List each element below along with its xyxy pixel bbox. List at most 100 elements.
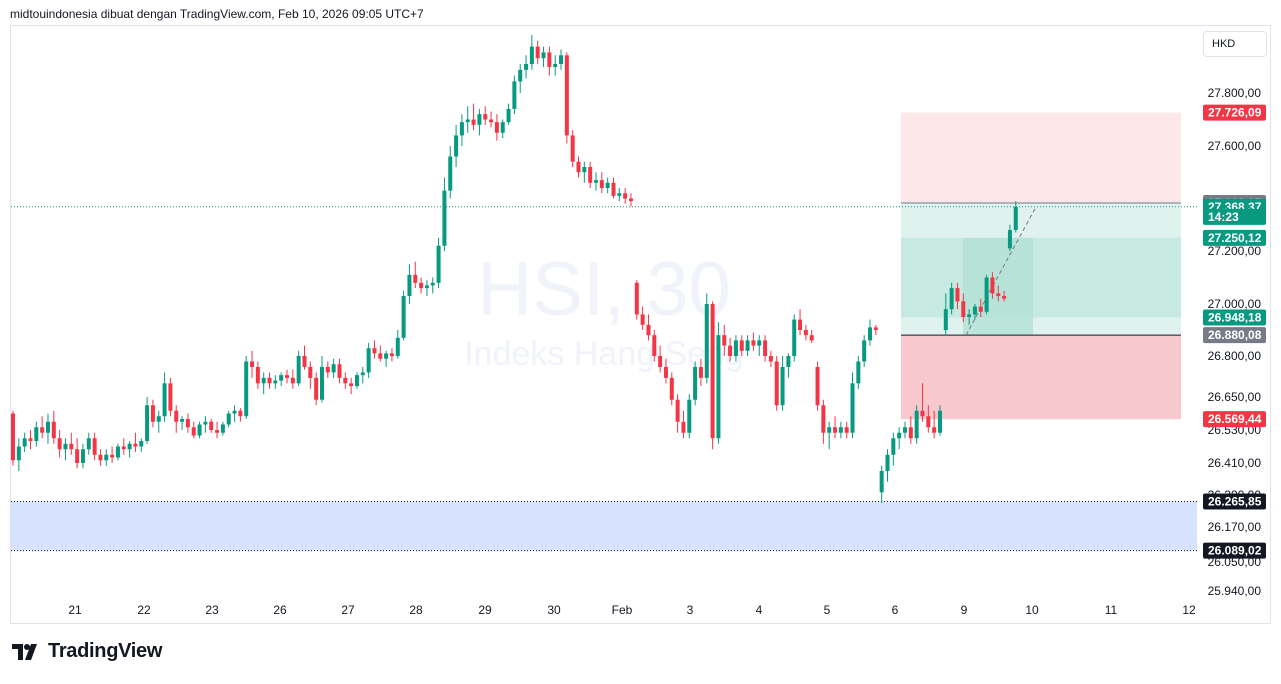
candle-up [360, 372, 365, 376]
candle-down [611, 182, 616, 196]
candle-down [570, 135, 575, 162]
candle-down [663, 366, 668, 378]
y-tick-label: 27.600,00 [1208, 139, 1262, 153]
candle-down [267, 377, 272, 384]
price-label-entry: 26.880,08 [1208, 328, 1262, 342]
candle-down [285, 375, 290, 378]
candle-up [704, 304, 709, 378]
currency-button[interactable]: HKD [1203, 31, 1267, 57]
candle-up [279, 375, 284, 381]
candle-up [716, 335, 721, 439]
candle-down [990, 277, 995, 294]
candle-down [11, 413, 15, 461]
candle-down [389, 353, 394, 356]
price-label-support: 26.265,85 [1208, 494, 1262, 508]
candle-down [564, 55, 569, 136]
candle-down [378, 353, 383, 359]
candle-up [594, 180, 598, 183]
candle-up [506, 108, 511, 123]
candle-up [401, 296, 406, 338]
y-tick-label: 26.170,00 [1208, 520, 1262, 534]
watermark-symbol: HSI, 30 [477, 247, 730, 332]
candle-up [430, 282, 435, 286]
price-label-target-box [1203, 229, 1266, 246]
candle-down [710, 304, 715, 439]
candle-up [139, 441, 144, 447]
candle-down [658, 356, 663, 367]
tradingview-logo[interactable]: TradingView [12, 640, 162, 663]
candle-down [28, 438, 33, 441]
candle-up [220, 424, 225, 433]
candle-down [215, 430, 220, 433]
candle-down [168, 383, 173, 411]
candle-up [792, 319, 797, 356]
candle-up [244, 361, 249, 417]
candle-up [384, 353, 389, 359]
x-tick-label: 10 [1025, 603, 1039, 617]
price-label-target: 26.948,18 [1208, 310, 1262, 324]
candle-up [331, 364, 336, 373]
candle-up [914, 410, 919, 439]
candle-up [757, 340, 762, 346]
trend-line [965, 206, 1037, 336]
candle-up [296, 356, 301, 384]
candle-down [483, 114, 488, 120]
candle-down [932, 427, 937, 433]
candle-down [873, 327, 878, 330]
candle-down [238, 410, 243, 417]
candle-down [961, 301, 966, 317]
candle-down [185, 419, 190, 428]
candle-down [926, 416, 931, 428]
candle-down [110, 454, 115, 458]
price-label-stop-box [1203, 411, 1266, 428]
candle-down [489, 119, 494, 123]
x-tick-label: 4 [756, 603, 763, 617]
y-tick-label: 26.650,00 [1208, 390, 1262, 404]
price-label-support-box [1203, 542, 1266, 559]
candle-down [634, 282, 639, 315]
candle-up [156, 416, 161, 422]
candle-down [646, 324, 651, 336]
upper-risk-zone [901, 112, 1181, 203]
x-tick-label: 11 [1105, 603, 1118, 617]
candle-down [978, 306, 983, 312]
candle-down [640, 314, 645, 325]
candle-up [529, 46, 534, 64]
price-label-support-box [1203, 493, 1266, 510]
x-tick-label: 27 [341, 603, 355, 617]
target-band [901, 237, 1181, 318]
price-label-stop-box [1203, 104, 1266, 121]
candle-up [879, 471, 884, 493]
candle-up [500, 122, 505, 133]
candle-down [494, 122, 499, 133]
y-tick-label: 26.800,00 [1208, 349, 1262, 363]
candle-up [862, 340, 867, 362]
candle-down [652, 335, 657, 356]
candle-up [780, 366, 785, 406]
candle-down [547, 52, 552, 67]
candle-down [588, 167, 593, 183]
x-tick-label: 30 [547, 603, 561, 617]
candle-up [1013, 206, 1018, 230]
x-tick-label: Feb [612, 603, 633, 617]
x-tick-label: 5 [824, 603, 831, 617]
support-zone [11, 501, 1197, 551]
x-tick-label: 21 [68, 603, 82, 617]
candle-down [314, 377, 319, 400]
candle-up [693, 366, 698, 400]
candle-up [868, 327, 873, 341]
candle-up [180, 419, 185, 422]
candle-down [290, 377, 295, 384]
candle-up [733, 340, 738, 356]
candle-up [203, 421, 208, 425]
candle-up [16, 446, 21, 461]
candle-up [745, 340, 750, 351]
candle-up [897, 432, 902, 439]
candle-down [768, 356, 773, 362]
candle-down [833, 427, 838, 433]
candle-up [541, 52, 546, 59]
candle-down [675, 399, 680, 422]
candle-down [174, 410, 179, 422]
candle-down [908, 427, 913, 439]
